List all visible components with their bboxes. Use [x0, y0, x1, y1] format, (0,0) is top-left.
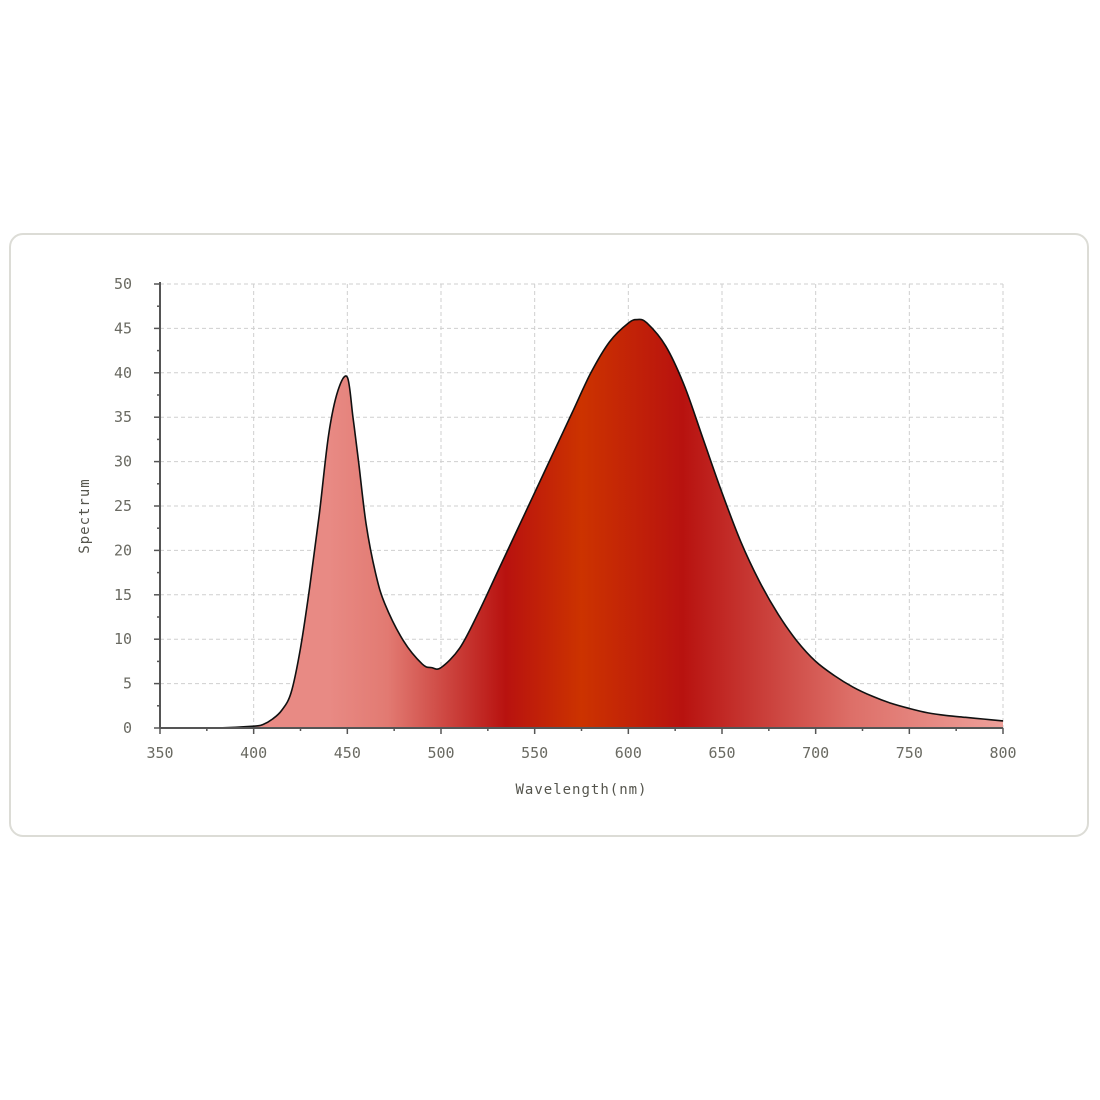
y-tick-label-50: 50 — [114, 275, 132, 293]
y-axis-title: Spectrum — [77, 478, 93, 553]
x-tick-label-750: 750 — [896, 744, 923, 762]
spectrum-line — [159, 318, 1004, 729]
x-tick-label-550: 550 — [521, 744, 548, 762]
y-tick-label-30: 30 — [114, 453, 132, 471]
y-tick-label-20: 20 — [114, 541, 132, 559]
spectrum-area-fill — [160, 319, 1003, 729]
tick-labels: 350 400 450 500 550 600 650 700 750 800 0 5 10 15 20 25… — [114, 275, 1017, 762]
y-tick-label-5: 5 — [123, 675, 132, 693]
x-tick-label-500: 500 — [427, 744, 454, 762]
y-tick-label-25: 25 — [114, 497, 132, 515]
axes — [154, 282, 1004, 734]
y-tick-label-10: 10 — [114, 630, 132, 648]
x-tick-label-600: 600 — [615, 744, 642, 762]
area-series — [159, 318, 1004, 729]
x-tick-label-650: 650 — [708, 744, 735, 762]
x-tick-label-450: 450 — [334, 744, 361, 762]
x-tick-label-400: 400 — [240, 744, 267, 762]
y-tick-label-35: 35 — [114, 408, 132, 426]
x-tick-label-700: 700 — [802, 744, 829, 762]
y-tick-label-40: 40 — [114, 364, 132, 382]
x-axis-title: Wavelength(nm) — [515, 782, 647, 798]
y-tick-label-15: 15 — [114, 586, 132, 604]
y-tick-label-0: 0 — [123, 719, 132, 737]
y-tick-label-45: 45 — [114, 319, 132, 337]
x-tick-label-800: 800 — [989, 744, 1016, 762]
x-tick-label-350: 350 — [146, 744, 173, 762]
